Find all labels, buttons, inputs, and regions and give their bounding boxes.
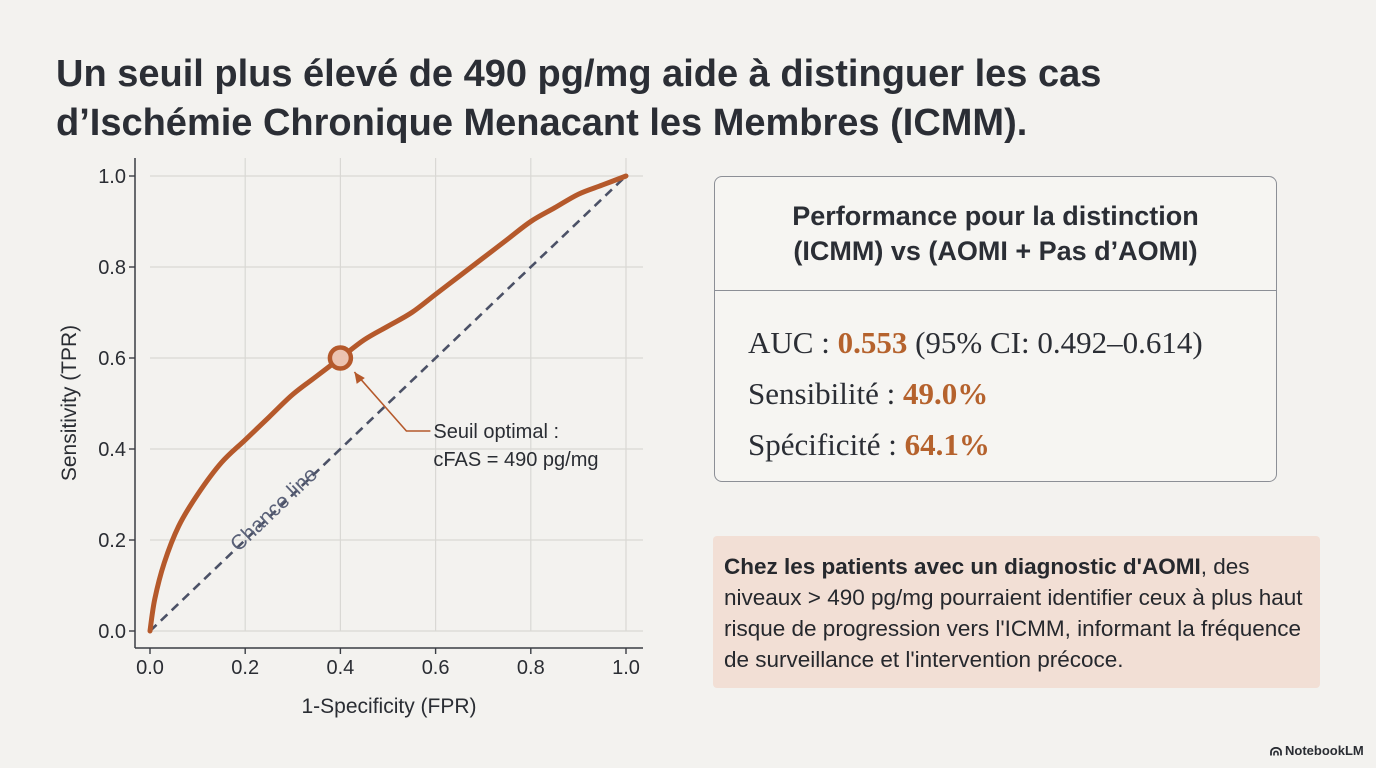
chart-axes [134, 158, 643, 649]
sensitivity-row: Sensibilité : 49.0% [748, 368, 1276, 419]
page-title-line2: d’Ischémie Chronique Menacant les Membre… [56, 102, 1028, 144]
performance-card-heading: Performance pour la distinction (ICMM) v… [715, 177, 1276, 291]
performance-heading-line2: (ICMM) vs (AOMI + Pas d’AOMI) [793, 235, 1198, 266]
performance-heading-line1: Performance pour la distinction [792, 200, 1199, 231]
chart-ticks: 0.0 0.2 0.4 0.6 0.8 1.0 0.0 0.2 0.4 0.6 0.8 1.0 [98, 166, 640, 679]
optimal-threshold-point [327, 345, 354, 371]
brand-badge: NotebookLM [1270, 743, 1364, 758]
roc-chart: 0.0 0.2 0.4 0.6 0.8 1.0 0.0 0.2 0.4 0.6 0.8 1.0 Cha… [58, 158, 643, 718]
annotation-arrowhead [354, 372, 365, 384]
annotation-label-line2: cFAS = 490 pg/mg [433, 449, 598, 471]
auc-value: 0.553 [837, 325, 908, 360]
page-title-line1: Un seuil plus élevé de 490 pg/mg aide à … [56, 53, 1102, 95]
y-tick-label: 1.0 [98, 166, 126, 188]
sensitivity-label: Sensibilité : [748, 376, 903, 411]
roc-curve [147, 173, 629, 634]
y-tick-label: 0.8 [98, 257, 126, 279]
x-axis-label: 1-Specificity (FPR) [301, 695, 476, 718]
auc-ci: (95% CI: 0.492–0.614) [907, 325, 1203, 360]
performance-card: Performance pour la distinction (ICMM) v… [714, 176, 1277, 482]
sensitivity-value: 49.0% [903, 376, 989, 411]
clinical-note: Chez les patients avec un diagnostic d'A… [713, 536, 1320, 688]
auc-row: AUC : 0.553 (95% CI: 0.492–0.614) [748, 317, 1276, 368]
y-tick-label: 0.6 [98, 348, 126, 370]
notebooklm-logo-icon [1270, 747, 1282, 756]
y-axis-label: Sensitivity (TPR) [58, 325, 81, 481]
annotation-leader-arrow [353, 371, 431, 432]
x-tick-label: 0.6 [422, 657, 450, 679]
performance-card-body: AUC : 0.553 (95% CI: 0.492–0.614) Sensib… [715, 291, 1276, 470]
chart-grid [150, 158, 643, 632]
x-tick-label: 1.0 [612, 657, 640, 679]
specificity-value: 64.1% [904, 427, 990, 462]
y-tick-label: 0.0 [98, 621, 126, 643]
y-tick-label: 0.2 [98, 530, 126, 552]
clinical-note-emphasis: Chez les patients avec un diagnostic d'A… [724, 554, 1201, 579]
specificity-row: Spécificité : 64.1% [748, 419, 1276, 470]
auc-label: AUC : [748, 325, 838, 360]
specificity-label: Spécificité : [748, 427, 905, 462]
x-tick-label: 0.8 [517, 657, 545, 679]
annotation-label-line1: Seuil optimal : [433, 421, 559, 443]
x-tick-label: 0.2 [231, 657, 259, 679]
chance-line [149, 175, 627, 632]
y-tick-label: 0.4 [98, 439, 126, 461]
x-tick-label: 0.0 [136, 657, 164, 679]
page-title: Un seuil plus élevé de 490 pg/mg aide à … [56, 50, 1316, 148]
clinical-note-text: , des niveaux > 490 pg/mg pourraient ide… [724, 554, 1303, 672]
brand-name: NotebookLM [1285, 743, 1364, 758]
chance-line-label: Chance line [226, 463, 322, 556]
x-tick-label: 0.4 [326, 657, 354, 679]
